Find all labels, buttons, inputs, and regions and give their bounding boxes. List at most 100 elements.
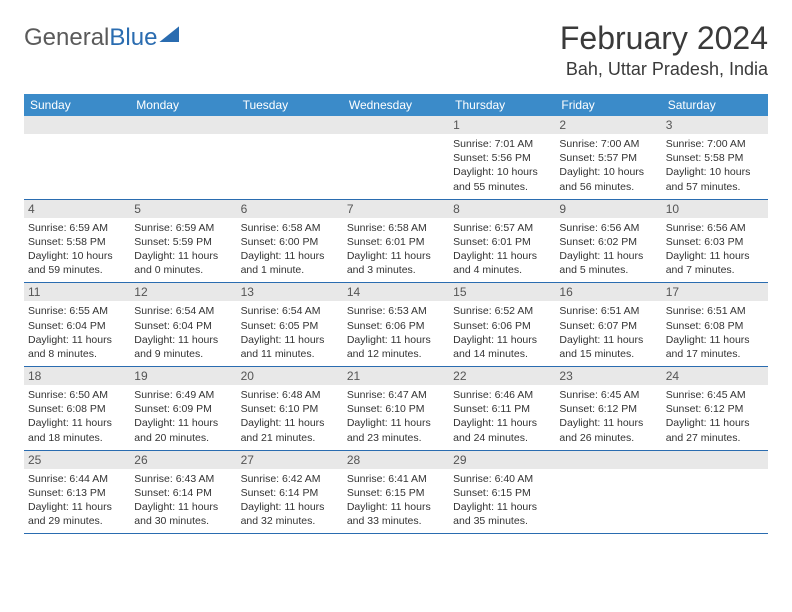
day-cell: 3Sunrise: 7:00 AMSunset: 5:58 PMDaylight…: [662, 116, 768, 199]
day-cell: [662, 451, 768, 534]
daylight-line-1: Daylight: 11 hours: [347, 249, 445, 263]
day-cell: [130, 116, 236, 199]
day-info: Sunrise: 6:56 AMSunset: 6:02 PMDaylight:…: [559, 221, 657, 278]
sunset-line: Sunset: 6:14 PM: [241, 486, 339, 500]
weekday-tuesday: Tuesday: [237, 94, 343, 116]
daylight-line-1: Daylight: 11 hours: [666, 333, 764, 347]
day-info: Sunrise: 6:48 AMSunset: 6:10 PMDaylight:…: [241, 388, 339, 445]
sunset-line: Sunset: 6:08 PM: [666, 319, 764, 333]
day-info: Sunrise: 6:45 AMSunset: 6:12 PMDaylight:…: [559, 388, 657, 445]
day-number: 25: [24, 451, 130, 469]
week-row: 1 Sunrise: 7:01 AMSunset: 5:56 PMDaylight…: [24, 116, 768, 200]
daylight-line-2: and 29 minutes.: [28, 514, 126, 528]
day-cell: [555, 451, 661, 534]
daylight-line-2: and 1 minute.: [241, 263, 339, 277]
day-number: 8: [449, 200, 555, 218]
header: General Blue February 2024 Bah, Uttar Pr…: [24, 20, 768, 80]
daylight-line-2: and 57 minutes.: [666, 180, 764, 194]
daylight-line-1: Daylight: 11 hours: [559, 416, 657, 430]
daylight-line-2: and 30 minutes.: [134, 514, 232, 528]
sunrise-line: Sunrise: 6:59 AM: [28, 221, 126, 235]
day-number: 16: [555, 283, 661, 301]
daylight-line-2: and 59 minutes.: [28, 263, 126, 277]
sunrise-line: Sunrise: 6:41 AM: [347, 472, 445, 486]
day-number: 28: [343, 451, 449, 469]
day-info: Sunrise: 6:59 AMSunset: 5:59 PMDaylight:…: [134, 221, 232, 278]
month-title: February 2024: [560, 20, 768, 57]
sunrise-line: Sunrise: 6:50 AM: [28, 388, 126, 402]
day-number: 4: [24, 200, 130, 218]
day-number: 18: [24, 367, 130, 385]
sunrise-line: Sunrise: 6:56 AM: [666, 221, 764, 235]
daylight-line-2: and 4 minutes.: [453, 263, 551, 277]
daylight-line-2: and 3 minutes.: [347, 263, 445, 277]
day-number: 11: [24, 283, 130, 301]
daylight-line-1: Daylight: 11 hours: [241, 249, 339, 263]
day-cell: 8Sunrise: 6:57 AMSunset: 6:01 PMDaylight…: [449, 200, 555, 283]
sunset-line: Sunset: 6:08 PM: [28, 402, 126, 416]
sunrise-line: Sunrise: 6:57 AM: [453, 221, 551, 235]
day-info: Sunrise: 6:44 AMSunset: 6:13 PMDaylight:…: [28, 472, 126, 529]
day-info: Sunrise: 6:56 AMSunset: 6:03 PMDaylight:…: [666, 221, 764, 278]
weekday-friday: Friday: [555, 94, 661, 116]
weekday-sunday: Sunday: [24, 94, 130, 116]
day-cell: 9Sunrise: 6:56 AMSunset: 6:02 PMDaylight…: [555, 200, 661, 283]
sunset-line: Sunset: 5:57 PM: [559, 151, 657, 165]
sunset-line: Sunset: 5:59 PM: [134, 235, 232, 249]
daylight-line-2: and 23 minutes.: [347, 431, 445, 445]
daylight-line-1: Daylight: 11 hours: [28, 500, 126, 514]
daylight-line-1: Daylight: 11 hours: [666, 249, 764, 263]
logo-text-general: General: [24, 24, 109, 52]
day-info: Sunrise: 6:58 AMSunset: 6:01 PMDaylight:…: [347, 221, 445, 278]
daylight-line-2: and 15 minutes.: [559, 347, 657, 361]
sunset-line: Sunset: 6:10 PM: [347, 402, 445, 416]
week-row: 11 Sunrise: 6:55 AMSunset: 6:04 PMDayligh…: [24, 283, 768, 367]
daylight-line-2: and 33 minutes.: [347, 514, 445, 528]
day-number: 13: [237, 283, 343, 301]
day-info: Sunrise: 7:00 AMSunset: 5:58 PMDaylight:…: [666, 137, 764, 194]
day-cell: 22Sunrise: 6:46 AMSunset: 6:11 PMDayligh…: [449, 367, 555, 450]
daylight-line-2: and 55 minutes.: [453, 180, 551, 194]
day-info: Sunrise: 6:45 AMSunset: 6:12 PMDaylight:…: [666, 388, 764, 445]
day-number: 5: [130, 200, 236, 218]
daylight-line-2: and 5 minutes.: [559, 263, 657, 277]
daylight-line-2: and 14 minutes.: [453, 347, 551, 361]
sunrise-line: Sunrise: 6:55 AM: [28, 304, 126, 318]
day-number: 26: [130, 451, 236, 469]
daylight-line-2: and 0 minutes.: [134, 263, 232, 277]
day-cell: 14Sunrise: 6:53 AMSunset: 6:06 PMDayligh…: [343, 283, 449, 366]
sunset-line: Sunset: 5:58 PM: [666, 151, 764, 165]
sunset-line: Sunset: 6:15 PM: [453, 486, 551, 500]
day-cell: 20 Sunrise: 6:48 AMSunset: 6:10 PMDayligh…: [237, 367, 343, 450]
calendar: Sunday Monday Tuesday Wednesday Thursday…: [24, 94, 768, 534]
sunrise-line: Sunrise: 6:42 AM: [241, 472, 339, 486]
day-number: 19: [130, 367, 236, 385]
sunrise-line: Sunrise: 6:48 AM: [241, 388, 339, 402]
day-number: 7: [343, 200, 449, 218]
day-number-empty: [662, 451, 768, 469]
day-number: 14: [343, 283, 449, 301]
daylight-line-1: Daylight: 11 hours: [347, 333, 445, 347]
day-info: Sunrise: 6:55 AMSunset: 6:04 PMDaylight:…: [28, 304, 126, 361]
day-number: 1: [449, 116, 555, 134]
day-info: Sunrise: 6:51 AMSunset: 6:07 PMDaylight:…: [559, 304, 657, 361]
title-block: February 2024 Bah, Uttar Pradesh, India: [560, 20, 768, 80]
day-info: Sunrise: 7:01 AMSunset: 5:56 PMDaylight:…: [453, 137, 551, 194]
daylight-line-2: and 8 minutes.: [28, 347, 126, 361]
day-cell: [24, 116, 130, 199]
sunrise-line: Sunrise: 6:51 AM: [559, 304, 657, 318]
sunrise-line: Sunrise: 6:45 AM: [559, 388, 657, 402]
day-cell: 19Sunrise: 6:49 AMSunset: 6:09 PMDayligh…: [130, 367, 236, 450]
day-info: Sunrise: 6:59 AMSunset: 5:58 PMDaylight:…: [28, 221, 126, 278]
day-cell: 17Sunrise: 6:51 AMSunset: 6:08 PMDayligh…: [662, 283, 768, 366]
logo: General Blue: [24, 24, 179, 52]
daylight-line-2: and 17 minutes.: [666, 347, 764, 361]
day-info: Sunrise: 6:52 AMSunset: 6:06 PMDaylight:…: [453, 304, 551, 361]
sunrise-line: Sunrise: 6:46 AM: [453, 388, 551, 402]
day-number: 27: [237, 451, 343, 469]
day-info: Sunrise: 6:58 AMSunset: 6:00 PMDaylight:…: [241, 221, 339, 278]
day-number: 20: [237, 367, 343, 385]
daylight-line-2: and 32 minutes.: [241, 514, 339, 528]
day-number: 23: [555, 367, 661, 385]
sunrise-line: Sunrise: 6:59 AM: [134, 221, 232, 235]
